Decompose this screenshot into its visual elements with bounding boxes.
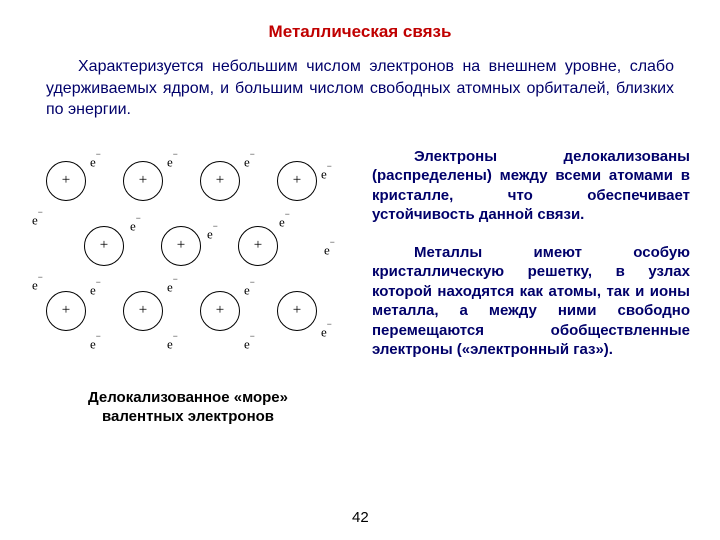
caption-line2: валентных электронов: [102, 408, 274, 425]
electron-label: e−: [130, 217, 141, 234]
content-row: +++++++++++e−e−e−e−e−e−e−e−e−e−e−e−e−e−e…: [0, 121, 720, 427]
electron-label: e−: [90, 335, 101, 352]
cation: +: [161, 226, 201, 266]
electron-label: e−: [244, 335, 255, 352]
intro-text: Характеризуется небольшим числом электро…: [46, 58, 674, 118]
cation: +: [46, 161, 86, 201]
metallic-bond-diagram: +++++++++++e−e−e−e−e−e−e−e−e−e−e−e−e−e−e…: [28, 153, 348, 368]
electron-label: e−: [279, 213, 290, 230]
para1-text: Электроны делокализованы (распределены) …: [372, 148, 690, 224]
electron-label: e−: [90, 281, 101, 298]
electron-label: e−: [90, 153, 101, 170]
electron-label: e−: [32, 276, 43, 293]
electron-label: e−: [244, 153, 255, 170]
diagram-caption: Делокализованное «море» валентных электр…: [88, 388, 288, 427]
electron-label: e−: [244, 281, 255, 298]
page-number: 42: [352, 509, 369, 526]
electron-label: e−: [207, 225, 218, 242]
cation: +: [277, 291, 317, 331]
cation: +: [277, 161, 317, 201]
right-column: Электроны делокализованы (распределены) …: [372, 143, 690, 427]
cation: +: [200, 291, 240, 331]
paragraph-2: Металлы имеют особую кристаллическую реш…: [372, 243, 690, 360]
cation: +: [238, 226, 278, 266]
caption-line1: Делокализованное «море»: [88, 389, 288, 406]
electron-label: e−: [167, 335, 178, 352]
electron-label: e−: [167, 278, 178, 295]
electron-label: e−: [32, 211, 43, 228]
left-column: +++++++++++e−e−e−e−e−e−e−e−e−e−e−e−e−e−e…: [18, 143, 358, 427]
cation: +: [200, 161, 240, 201]
cation: +: [46, 291, 86, 331]
cation: +: [123, 161, 163, 201]
electron-label: e−: [321, 165, 332, 182]
electron-label: e−: [167, 153, 178, 170]
page-title: Металлическая связь: [0, 0, 720, 56]
electron-label: e−: [324, 241, 335, 258]
electron-label: e−: [321, 323, 332, 340]
para2-text: Металлы имеют особую кристаллическую реш…: [372, 244, 690, 359]
intro-paragraph: Характеризуется небольшим числом электро…: [0, 56, 720, 121]
cation: +: [84, 226, 124, 266]
paragraph-1: Электроны делокализованы (распределены) …: [372, 147, 690, 225]
cation: +: [123, 291, 163, 331]
title-text: Металлическая связь: [269, 22, 452, 41]
